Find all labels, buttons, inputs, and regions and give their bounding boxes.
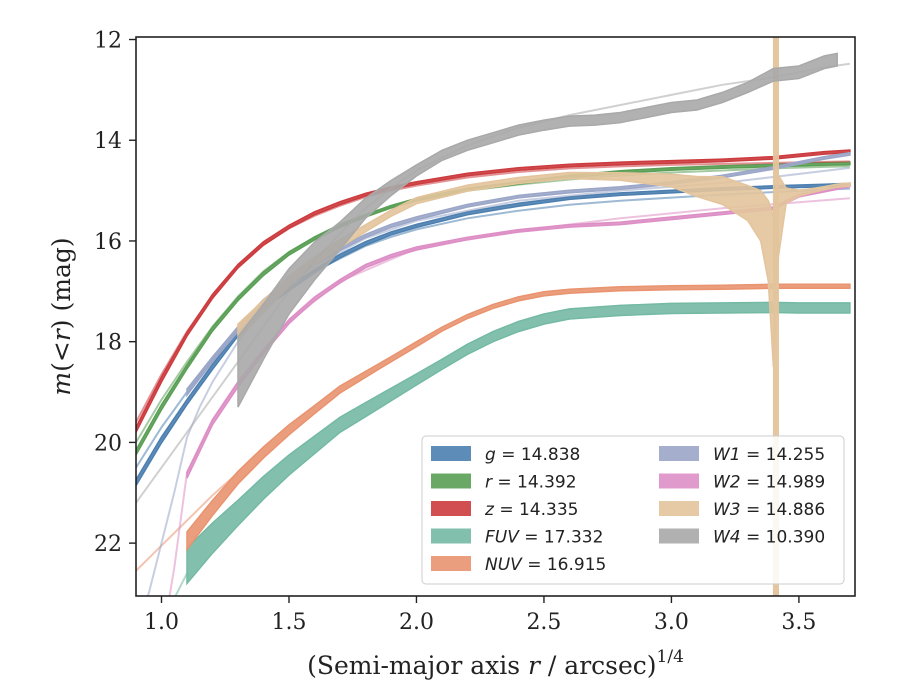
bands-layer: [136, 37, 851, 596]
legend-swatch-g: [431, 446, 471, 461]
legend-swatch-w4: [659, 528, 699, 544]
legend-item-r: r = 14.392: [431, 473, 577, 493]
legend-label-w4: W4 = 10.390: [713, 528, 825, 548]
y-axis-title: m(<r) (mag): [47, 237, 76, 395]
y-tick-label: 14: [94, 129, 122, 154]
legend-swatch-fuv: [431, 528, 471, 544]
x-tick-label: 3.5: [781, 610, 816, 635]
legend-label-w2: W2 = 14.989: [713, 473, 825, 493]
legend: g = 14.838 r = 14.392 z = 14.335 FUV = 17.3…: [421, 435, 845, 585]
legend-item-nuv: NUV = 16.915: [431, 555, 606, 575]
band-r: [136, 161, 851, 457]
band-nuv: [186, 283, 851, 552]
aperture-line-fuv: [174, 572, 188, 596]
legend-swatch-z: [431, 501, 471, 516]
legend-item-w2: W2 = 14.989: [659, 473, 825, 493]
legend-label-w1: W1 = 14.255: [713, 445, 825, 465]
legend-label-r: r = 14.392: [485, 473, 577, 493]
legend-item-fuv: FUV = 17.332: [431, 528, 603, 548]
legend-item-g: g = 14.838: [431, 445, 580, 465]
y-tick-label: 12: [94, 29, 122, 54]
vertical-band-w3: [772, 37, 780, 596]
legend-swatch-nuv: [431, 556, 471, 571]
band-fuv: [186, 301, 851, 586]
y-tick-label: 20: [94, 431, 122, 456]
legend-item-w4: W4 = 10.390: [659, 528, 825, 548]
legend-label-w3: W3 = 14.886: [713, 500, 825, 520]
band-w3: [237, 171, 851, 367]
plot-frame: [135, 36, 856, 597]
aperture-line-nuv: [136, 471, 239, 572]
axes-layer: 1.0 1.5 2.0 2.5 3.0 3.5 12 14 16 18 20 22 (Semi-majo…: [47, 29, 856, 680]
band-w4: [237, 52, 838, 408]
legend-label-fuv: FUV = 17.332: [485, 528, 603, 548]
x-tick-label: 1.0: [144, 610, 179, 635]
legend-swatch-r: [431, 473, 471, 489]
x-tick-label: 2.5: [526, 610, 561, 635]
x-tick-label: 1.5: [271, 610, 306, 635]
legend-item-z: z = 14.335: [431, 500, 578, 520]
x-axis-title: (Semi-major axis r / arcsec)1/4: [307, 647, 684, 680]
legend-swatch-w3: [659, 501, 699, 516]
legend-item-w3: W3 = 14.886: [659, 500, 825, 520]
legend-label-g: g = 14.838: [485, 445, 580, 465]
legend-swatch-w2: [659, 473, 699, 489]
legend-item-w1: W1 = 14.255: [659, 445, 825, 465]
y-tick-label: 22: [94, 532, 122, 557]
y-tick-label: 16: [94, 230, 122, 255]
legend-swatch-w1: [659, 446, 699, 461]
legend-label-z: z = 14.335: [484, 500, 578, 520]
x-tick-label: 3.0: [654, 610, 689, 635]
legend-label-nuv: NUV = 16.915: [485, 555, 606, 575]
x-tick-label: 2.0: [399, 610, 434, 635]
legend-box: [421, 435, 845, 585]
y-tick-label: 18: [94, 331, 122, 356]
